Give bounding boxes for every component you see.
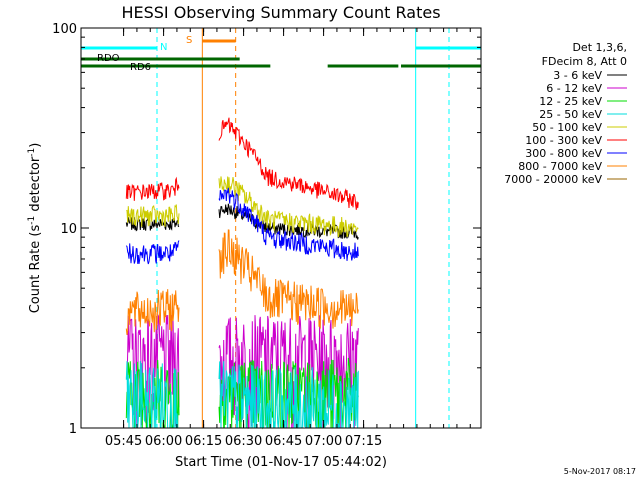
legend-entry-label: 800 - 7000 keV: [518, 160, 602, 173]
x-tick-label: 06:15: [185, 434, 222, 449]
legend-entry-label: 50 - 100 keV: [532, 121, 602, 134]
y-tick-label: 10: [60, 222, 77, 237]
legend-entry-label: 100 - 300 keV: [525, 134, 602, 147]
legend-title-1: Det 1,3,6,: [572, 41, 627, 54]
x-tick-label: 07:00: [305, 434, 342, 449]
instrument-flags: N S RDO RD6: [81, 35, 481, 73]
series-trace: [125, 117, 359, 210]
y-tick-label: 100: [52, 22, 77, 37]
flag-label: RD6: [130, 62, 151, 73]
x-axis: 05:45 06:00 06:15 06:30 06:45 07:00 07:15: [105, 28, 471, 449]
legend-entry-label: 6 - 12 keV: [546, 82, 602, 95]
series-trace: [125, 187, 359, 265]
footer-date: 5-Nov-2017 08:17: [564, 467, 636, 476]
x-tick-label: 05:45: [105, 434, 142, 449]
chart-title: HESSI Observing Summary Count Rates: [121, 3, 440, 22]
flag-label: S: [186, 35, 192, 46]
flag-label: N: [160, 42, 167, 53]
data-traces: [125, 117, 359, 430]
legend-entry-label: 3 - 6 keV: [553, 69, 602, 82]
legend-entry-label: 300 - 800 keV: [525, 147, 602, 160]
legend-title-2: FDecim 8, Att 0: [542, 55, 627, 68]
legend-entry-label: 25 - 50 keV: [539, 108, 602, 121]
y-tick-label: 1: [69, 422, 77, 437]
legend-entry-label: 7000 - 20000 keV: [504, 173, 602, 186]
x-axis-label: Start Time (01-Nov-17 05:44:02): [175, 455, 387, 470]
x-tick-label: 06:30: [225, 434, 262, 449]
series-trace: [126, 176, 359, 238]
flag-label: RDO: [97, 53, 120, 64]
y-axis: 1 10 100: [52, 22, 481, 437]
legend-entry-label: 12 - 25 keV: [539, 95, 602, 108]
x-tick-label: 07:15: [345, 434, 382, 449]
series-trace: [125, 229, 359, 335]
x-tick-label: 06:45: [265, 434, 302, 449]
x-tick-label: 06:00: [145, 434, 182, 449]
y-axis-label: Count Rate (s-1 detector-1): [27, 143, 43, 314]
